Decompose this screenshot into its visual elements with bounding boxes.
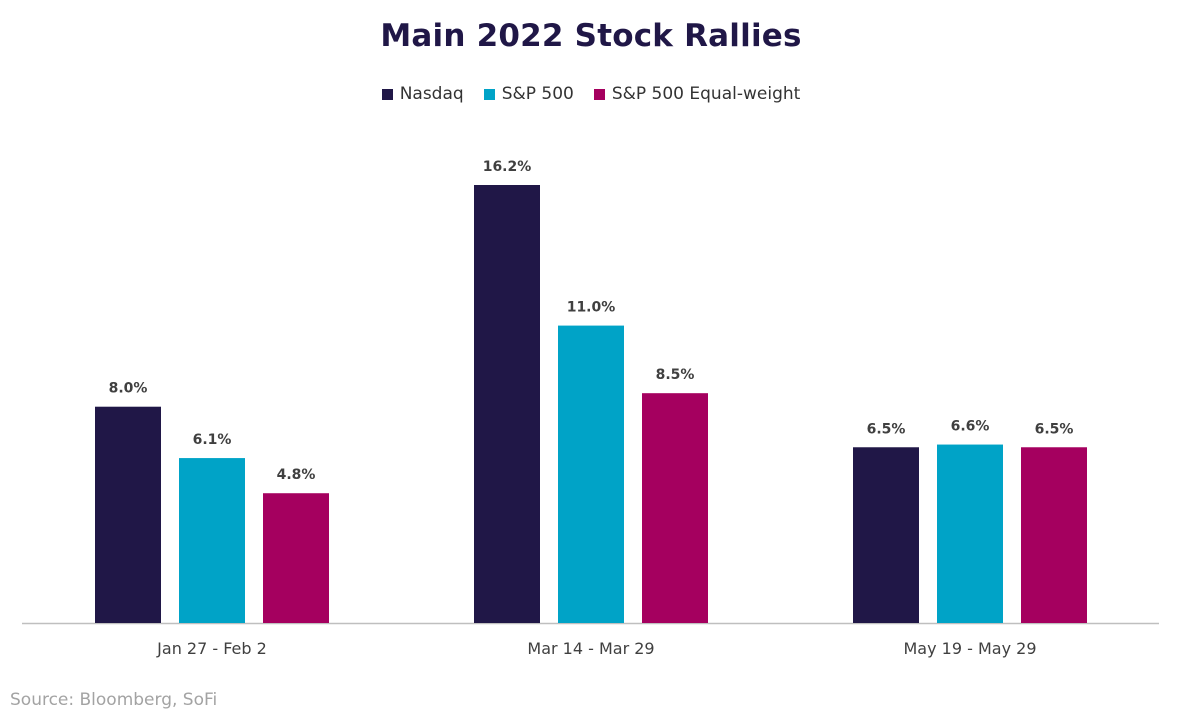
legend-item-sp500-equal-weight: S&P 500 Equal-weight: [593, 84, 801, 104]
data-label-s-p-500-equal-weight-jan-27-feb-2: 4.8%: [277, 467, 316, 483]
category-label-may-19-may-29: May 19 - May 29: [904, 639, 1037, 658]
bar-s-p-500-mar-14-mar-29: [558, 325, 624, 623]
bar-nasdaq-may-19-may-29: [853, 447, 919, 623]
bar-nasdaq-jan-27-feb-2: [95, 406, 161, 623]
data-label-s-p-500-jan-27-feb-2: 6.1%: [193, 432, 232, 448]
legend: Nasdaq S&P 500 S&P 500 Equal-weight: [0, 84, 1182, 104]
data-label-s-p-500-mar-14-mar-29: 11.0%: [567, 300, 616, 316]
data-label-s-p-500-equal-weight-may-19-may-29: 6.5%: [1035, 421, 1074, 437]
legend-item-nasdaq: Nasdaq: [381, 84, 464, 104]
data-label-nasdaq-mar-14-mar-29: 16.2%: [483, 159, 532, 175]
legend-item-sp500: S&P 500: [483, 84, 574, 104]
bar-s-p-500-equal-weight-may-19-may-29: [1021, 447, 1087, 623]
legend-label-sp500: S&P 500: [501, 84, 574, 104]
bar-nasdaq-mar-14-mar-29: [474, 185, 540, 623]
legend-swatch-sp500-equal-weight: [593, 88, 605, 100]
chart-title: Main 2022 Stock Rallies: [380, 18, 802, 54]
data-label-s-p-500-may-19-may-29: 6.6%: [951, 419, 990, 435]
data-label-nasdaq-may-19-may-29: 6.5%: [867, 421, 906, 437]
data-label-nasdaq-jan-27-feb-2: 8.0%: [109, 381, 148, 397]
bar-s-p-500-jan-27-feb-2: [179, 458, 245, 623]
legend-label-nasdaq: Nasdaq: [399, 84, 464, 104]
legend-swatch-nasdaq: [381, 88, 393, 100]
legend-label-sp500-equal-weight: S&P 500 Equal-weight: [611, 84, 801, 104]
category-label-jan-27-feb-2: Jan 27 - Feb 2: [156, 639, 267, 658]
category-label-mar-14-mar-29: Mar 14 - Mar 29: [527, 639, 654, 658]
bar-s-p-500-may-19-may-29: [937, 444, 1003, 623]
bar-s-p-500-equal-weight-jan-27-feb-2: [263, 493, 329, 623]
bar-s-p-500-equal-weight-mar-14-mar-29: [642, 393, 708, 623]
data-label-s-p-500-equal-weight-mar-14-mar-29: 8.5%: [656, 367, 695, 383]
legend-swatch-sp500: [483, 88, 495, 100]
source-note: Source: Bloomberg, SoFi: [10, 690, 218, 710]
